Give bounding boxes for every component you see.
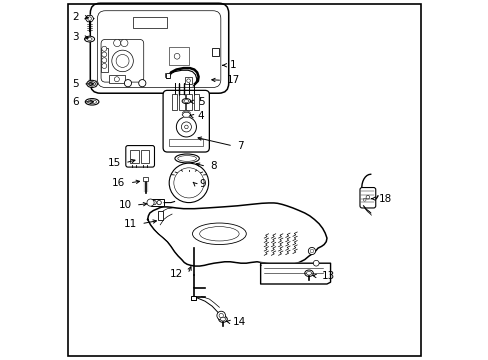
Bar [211, 48, 218, 56]
Circle shape [184, 125, 188, 129]
Circle shape [124, 80, 131, 87]
Ellipse shape [182, 99, 190, 104]
Text: 7: 7 [237, 141, 244, 151]
Circle shape [219, 314, 223, 318]
Circle shape [217, 311, 225, 320]
FancyBboxPatch shape [101, 40, 143, 82]
Ellipse shape [89, 82, 95, 86]
Bar [185, 77, 191, 84]
Circle shape [181, 122, 191, 132]
Circle shape [152, 201, 156, 205]
Circle shape [186, 79, 190, 82]
Text: 5: 5 [198, 97, 204, 107]
Circle shape [114, 77, 119, 82]
Bar [130, 150, 139, 163]
Circle shape [366, 195, 369, 199]
Bar [133, 17, 167, 28]
Polygon shape [182, 112, 190, 117]
Text: 11: 11 [123, 219, 137, 229]
Bar [169, 139, 203, 146]
Text: 14: 14 [233, 317, 246, 327]
Circle shape [174, 53, 180, 59]
Text: 16: 16 [112, 178, 125, 188]
Ellipse shape [199, 226, 239, 241]
Bar [166, 73, 169, 78]
Ellipse shape [87, 38, 92, 41]
Text: 9: 9 [199, 179, 206, 189]
Circle shape [113, 40, 121, 46]
Polygon shape [260, 263, 330, 284]
Ellipse shape [175, 154, 199, 163]
Text: 13: 13 [321, 271, 334, 281]
Text: 15: 15 [107, 158, 121, 168]
Text: 4: 4 [198, 111, 204, 121]
Circle shape [147, 199, 154, 206]
Circle shape [139, 80, 145, 87]
Text: 10: 10 [118, 200, 131, 210]
Circle shape [309, 249, 313, 253]
Text: 12: 12 [170, 269, 183, 279]
Polygon shape [147, 203, 326, 266]
Circle shape [174, 168, 203, 198]
Ellipse shape [304, 270, 313, 276]
Bar [193, 94, 199, 110]
FancyBboxPatch shape [97, 11, 221, 87]
Ellipse shape [192, 223, 246, 244]
Ellipse shape [177, 173, 200, 180]
Bar [158, 211, 163, 220]
Bar [179, 94, 184, 110]
Text: 17: 17 [226, 75, 239, 85]
Ellipse shape [182, 111, 190, 116]
Ellipse shape [85, 99, 99, 105]
Ellipse shape [183, 100, 188, 103]
Text: 5: 5 [72, 79, 79, 89]
Circle shape [102, 63, 106, 68]
Ellipse shape [173, 171, 203, 182]
Ellipse shape [84, 36, 94, 42]
Bar [150, 199, 164, 206]
Circle shape [363, 198, 366, 201]
Ellipse shape [220, 318, 225, 321]
FancyBboxPatch shape [125, 145, 154, 167]
FancyBboxPatch shape [90, 3, 228, 93]
Text: 8: 8 [210, 161, 217, 171]
Ellipse shape [178, 156, 196, 161]
Ellipse shape [218, 316, 227, 322]
Circle shape [88, 17, 91, 21]
Circle shape [121, 40, 128, 46]
FancyBboxPatch shape [359, 188, 375, 208]
Text: 18: 18 [378, 194, 391, 204]
Polygon shape [85, 15, 94, 22]
Ellipse shape [86, 80, 97, 87]
Bar [169, 47, 188, 65]
Ellipse shape [306, 271, 311, 275]
Circle shape [112, 50, 133, 72]
Circle shape [176, 117, 196, 137]
Text: 1: 1 [230, 60, 236, 70]
Polygon shape [151, 206, 315, 263]
Bar [190, 296, 196, 300]
Circle shape [169, 163, 208, 203]
Circle shape [102, 46, 106, 51]
Bar [143, 177, 148, 181]
Ellipse shape [87, 100, 96, 104]
Circle shape [102, 52, 106, 57]
Circle shape [313, 260, 319, 266]
Circle shape [102, 58, 106, 63]
FancyBboxPatch shape [163, 90, 209, 152]
Text: 6: 6 [72, 97, 79, 107]
Bar [172, 94, 177, 110]
Text: 2: 2 [72, 12, 79, 22]
Text: 3: 3 [72, 32, 79, 42]
Circle shape [157, 201, 161, 205]
Bar [186, 94, 191, 110]
Circle shape [116, 54, 129, 67]
Circle shape [308, 247, 315, 255]
Bar [140, 150, 149, 163]
Bar [109, 75, 125, 83]
Bar [101, 48, 108, 72]
